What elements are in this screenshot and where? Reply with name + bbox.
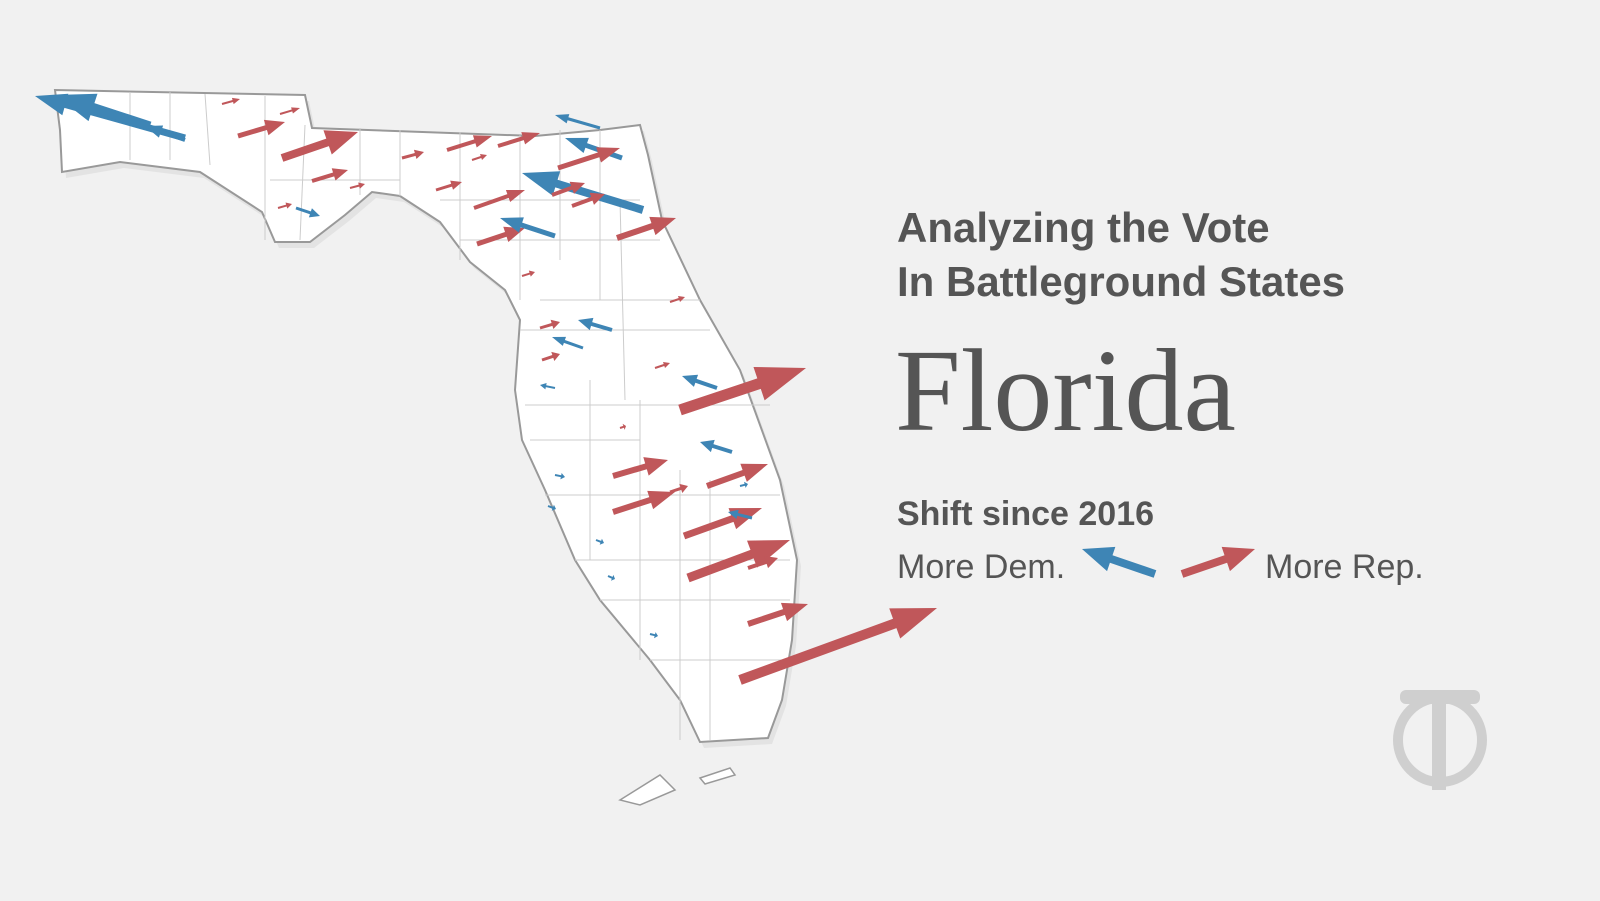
arrow (612, 457, 668, 479)
arrow (595, 538, 604, 545)
arrow (616, 216, 676, 241)
florida-map (35, 88, 937, 806)
state-outline (53, 88, 799, 744)
arrow (552, 336, 584, 350)
arrow (669, 483, 688, 494)
arrow (1180, 546, 1255, 578)
arrow (554, 473, 565, 480)
arrow (728, 509, 753, 520)
arrow (446, 135, 492, 152)
legend-dem-label: More Dem. (897, 548, 1065, 586)
arrow (237, 119, 285, 139)
arrow (654, 361, 670, 369)
arrow (539, 319, 560, 330)
arrow (473, 189, 525, 210)
arrow (649, 632, 658, 639)
legend-title: Shift since 2016 (897, 495, 1154, 533)
arrow (540, 383, 556, 390)
arrow (221, 97, 240, 105)
arrow (747, 602, 808, 627)
arrow (669, 295, 685, 303)
legend-arrows (1082, 546, 1255, 578)
arrow (471, 153, 487, 161)
arrow (686, 540, 790, 583)
state-name: Florida (895, 325, 1236, 456)
arrow (476, 226, 525, 247)
title-line-2: In Battleground States (897, 258, 1345, 305)
arrow (349, 182, 365, 189)
arrow (277, 202, 292, 209)
arrow (682, 374, 718, 390)
arrow (571, 192, 605, 208)
arrow (705, 463, 768, 489)
arrow (541, 351, 560, 362)
arrow (497, 132, 540, 148)
arrow (280, 130, 358, 162)
arrow (551, 181, 585, 197)
title-line-1: Analyzing the Vote (897, 204, 1270, 251)
legend-rep-label: More Rep. (1265, 548, 1424, 586)
arrow (578, 317, 613, 332)
arrow (279, 107, 300, 115)
arrow (557, 147, 620, 171)
arrow (401, 149, 424, 160)
arrow (678, 366, 806, 416)
arrow (145, 125, 186, 142)
arrow (500, 217, 556, 239)
arrow (55, 93, 152, 131)
keys (618, 767, 737, 806)
arrow (295, 206, 320, 218)
arrow (607, 574, 615, 581)
logo (1393, 690, 1487, 790)
shift-arrows (35, 93, 937, 685)
arrow (747, 555, 778, 570)
arrow (521, 270, 535, 277)
arrow (522, 171, 645, 214)
arrow (619, 423, 626, 430)
arrow (1082, 546, 1157, 578)
arrow (739, 481, 748, 488)
arrow (738, 608, 937, 685)
arrow (311, 168, 348, 183)
arrow (435, 180, 462, 192)
arrow (612, 490, 675, 515)
arrow (700, 439, 733, 454)
arrow (555, 114, 601, 130)
arrow (547, 504, 556, 511)
